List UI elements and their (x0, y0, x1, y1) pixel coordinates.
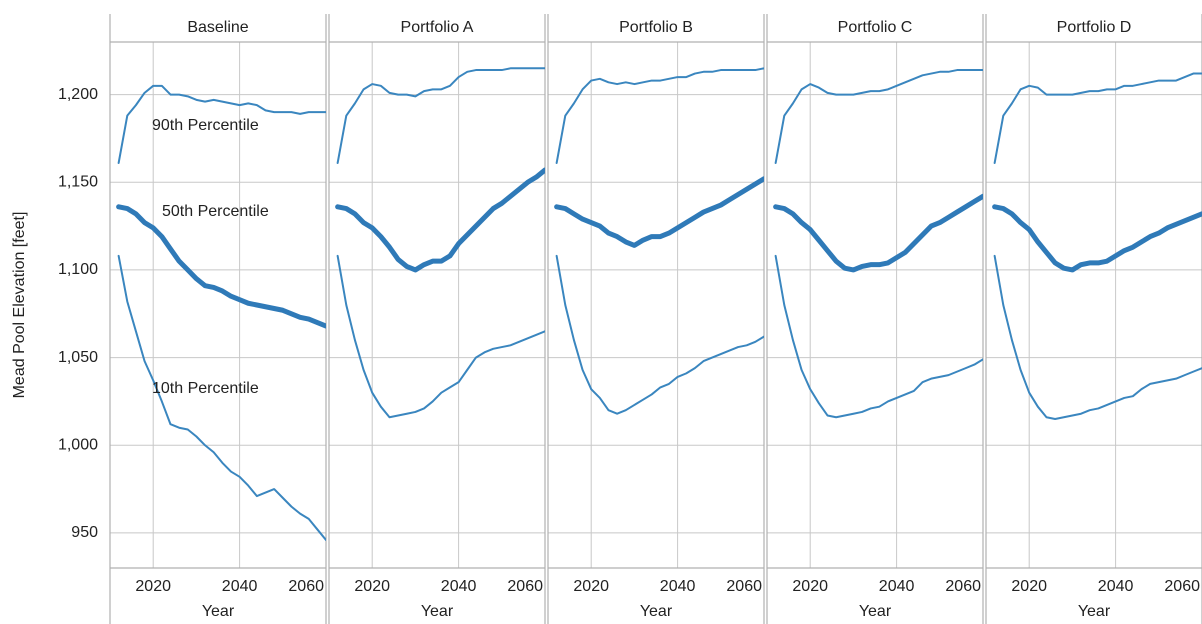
panel: Portfolio D 2020 2040 2060 Year (985, 14, 1202, 624)
series-line (117, 254, 326, 541)
panel-title: Portfolio A (401, 19, 474, 36)
panel: Baseline 2020 2040 2060 Year 90th Percentile 5… (109, 14, 327, 624)
x-tick-label: 2040 (1098, 578, 1134, 595)
x-tick-label: 2040 (879, 578, 915, 595)
x-tick-label: 2020 (1011, 578, 1047, 595)
y-tick-label: 1,150 (58, 173, 98, 190)
series-line (336, 67, 545, 164)
x-tick-label: 2060 (945, 578, 981, 595)
series-line (117, 84, 326, 164)
annotation: 90th Percentile (152, 117, 259, 134)
series-line (773, 193, 983, 273)
y-tick-label: 950 (71, 524, 98, 541)
x-tick-label: 2020 (573, 578, 609, 595)
x-tick-label: 2060 (726, 578, 762, 595)
series-line (555, 67, 764, 164)
series-line (335, 167, 545, 273)
series-line (993, 254, 1202, 420)
x-axis-label: Year (859, 603, 892, 620)
y-tick-label: 1,100 (58, 261, 98, 278)
x-tick-label: 2060 (288, 578, 324, 595)
x-tick-label: 2020 (354, 578, 390, 595)
series-line (992, 204, 1202, 273)
series-line (774, 254, 983, 419)
panel: Portfolio C 2020 2040 2060 Year (766, 14, 984, 624)
panel: Portfolio B 2020 2040 2060 Year (547, 14, 765, 624)
x-tick-label: 2060 (1164, 578, 1200, 595)
x-axis-label: Year (1078, 603, 1111, 620)
series-line (555, 254, 764, 415)
panel-title: Portfolio C (838, 19, 913, 36)
x-tick-label: 2040 (660, 578, 696, 595)
annotation: 10th Percentile (152, 380, 259, 397)
series-line (993, 72, 1202, 164)
annotation: 50th Percentile (162, 203, 269, 220)
y-tick-label: 1,050 (58, 349, 98, 366)
x-tick-label: 2020 (792, 578, 828, 595)
panel-title: Portfolio D (1057, 19, 1132, 36)
series-line (554, 176, 764, 248)
y-tick-label: 1,200 (58, 86, 98, 103)
x-tick-label: 2040 (441, 578, 477, 595)
x-axis-label: Year (421, 603, 454, 620)
panel-title: Portfolio B (619, 19, 693, 36)
x-axis-label: Year (640, 603, 673, 620)
panel: Portfolio A 2020 2040 2060 Year (328, 14, 546, 624)
series-line (116, 204, 326, 329)
series-line (774, 69, 983, 164)
panel-title: Baseline (187, 19, 248, 36)
y-tick-label: 1,000 (58, 436, 98, 453)
series-line (336, 254, 545, 419)
y-axis-label: Mead Pool Elevation [feet] (11, 212, 28, 399)
x-tick-label: 2060 (507, 578, 543, 595)
x-tick-label: 2040 (222, 578, 258, 595)
x-axis-label: Year (202, 603, 235, 620)
x-tick-label: 2020 (135, 578, 171, 595)
